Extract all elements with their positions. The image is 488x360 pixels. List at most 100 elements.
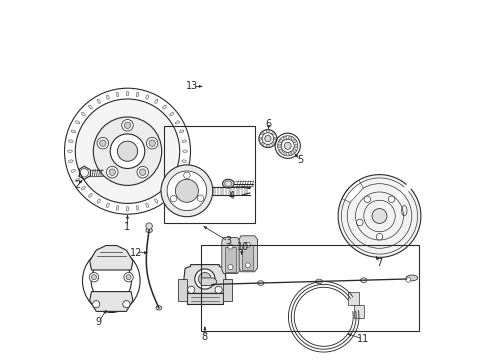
Polygon shape xyxy=(89,292,133,311)
Circle shape xyxy=(197,195,203,202)
Circle shape xyxy=(97,138,108,149)
Ellipse shape xyxy=(88,193,92,197)
Ellipse shape xyxy=(67,150,72,153)
Circle shape xyxy=(194,269,215,289)
Text: 4: 4 xyxy=(228,191,234,201)
Circle shape xyxy=(292,139,296,143)
Bar xyxy=(163,126,255,223)
Circle shape xyxy=(294,144,297,148)
Bar xyxy=(353,305,363,318)
Circle shape xyxy=(198,273,211,285)
Ellipse shape xyxy=(360,278,366,283)
Circle shape xyxy=(271,132,274,135)
Ellipse shape xyxy=(81,186,85,190)
Ellipse shape xyxy=(71,170,76,172)
Ellipse shape xyxy=(136,92,139,97)
Circle shape xyxy=(170,195,177,202)
Bar xyxy=(348,292,358,305)
Polygon shape xyxy=(201,278,216,285)
Circle shape xyxy=(110,134,144,168)
Circle shape xyxy=(100,140,106,147)
Polygon shape xyxy=(186,293,223,304)
Ellipse shape xyxy=(175,179,179,181)
Ellipse shape xyxy=(145,228,152,233)
Ellipse shape xyxy=(68,160,73,162)
Text: 9: 9 xyxy=(96,317,102,327)
Text: 13: 13 xyxy=(186,81,198,91)
Text: 2: 2 xyxy=(74,180,80,190)
Circle shape xyxy=(145,223,152,229)
Circle shape xyxy=(283,136,286,140)
Ellipse shape xyxy=(126,91,128,96)
Ellipse shape xyxy=(179,170,183,172)
Ellipse shape xyxy=(169,112,173,116)
Circle shape xyxy=(93,117,162,185)
Circle shape xyxy=(123,273,133,282)
Circle shape xyxy=(375,233,382,240)
Circle shape xyxy=(167,171,206,211)
Circle shape xyxy=(146,138,158,149)
Ellipse shape xyxy=(163,193,166,197)
Bar xyxy=(223,279,231,301)
Circle shape xyxy=(288,136,291,140)
Ellipse shape xyxy=(145,203,148,208)
Bar xyxy=(201,245,418,331)
Polygon shape xyxy=(183,265,226,293)
Circle shape xyxy=(273,137,276,140)
Circle shape xyxy=(405,277,410,282)
Polygon shape xyxy=(341,180,363,202)
Circle shape xyxy=(139,169,146,175)
Ellipse shape xyxy=(97,99,100,103)
Circle shape xyxy=(259,137,262,140)
Ellipse shape xyxy=(175,121,179,124)
Circle shape xyxy=(124,122,130,129)
Circle shape xyxy=(187,286,194,293)
Text: 10: 10 xyxy=(236,242,248,252)
Circle shape xyxy=(161,165,212,217)
Ellipse shape xyxy=(154,99,158,103)
Ellipse shape xyxy=(81,112,85,116)
Bar xyxy=(178,279,186,301)
Circle shape xyxy=(215,286,222,293)
Text: 3: 3 xyxy=(225,236,231,246)
Ellipse shape xyxy=(136,206,139,210)
Circle shape xyxy=(227,265,232,270)
Circle shape xyxy=(89,273,99,282)
Ellipse shape xyxy=(154,199,158,203)
Ellipse shape xyxy=(182,160,186,162)
Circle shape xyxy=(283,152,286,156)
Circle shape xyxy=(284,142,291,149)
Circle shape xyxy=(261,142,264,145)
Ellipse shape xyxy=(406,275,417,281)
Ellipse shape xyxy=(182,140,186,143)
Circle shape xyxy=(227,244,232,249)
Text: 1: 1 xyxy=(124,222,130,232)
Circle shape xyxy=(149,140,155,147)
Ellipse shape xyxy=(169,186,173,190)
Polygon shape xyxy=(242,245,253,270)
Ellipse shape xyxy=(68,140,73,143)
Ellipse shape xyxy=(97,199,100,203)
Ellipse shape xyxy=(163,105,166,109)
Text: 8: 8 xyxy=(202,332,207,342)
Polygon shape xyxy=(337,175,420,257)
Ellipse shape xyxy=(222,179,234,188)
Circle shape xyxy=(271,142,274,145)
Text: 12: 12 xyxy=(129,248,142,258)
Ellipse shape xyxy=(257,281,264,285)
Polygon shape xyxy=(89,246,133,270)
Ellipse shape xyxy=(75,121,80,124)
Circle shape xyxy=(109,169,115,175)
Circle shape xyxy=(106,166,118,178)
Circle shape xyxy=(266,130,269,133)
Text: 5: 5 xyxy=(297,155,303,165)
Circle shape xyxy=(356,219,362,226)
Ellipse shape xyxy=(183,150,187,153)
Text: 6: 6 xyxy=(265,119,271,129)
Circle shape xyxy=(175,179,198,202)
Circle shape xyxy=(279,139,282,143)
Ellipse shape xyxy=(71,130,76,133)
Circle shape xyxy=(122,301,130,308)
Circle shape xyxy=(137,166,148,178)
Polygon shape xyxy=(222,238,240,274)
